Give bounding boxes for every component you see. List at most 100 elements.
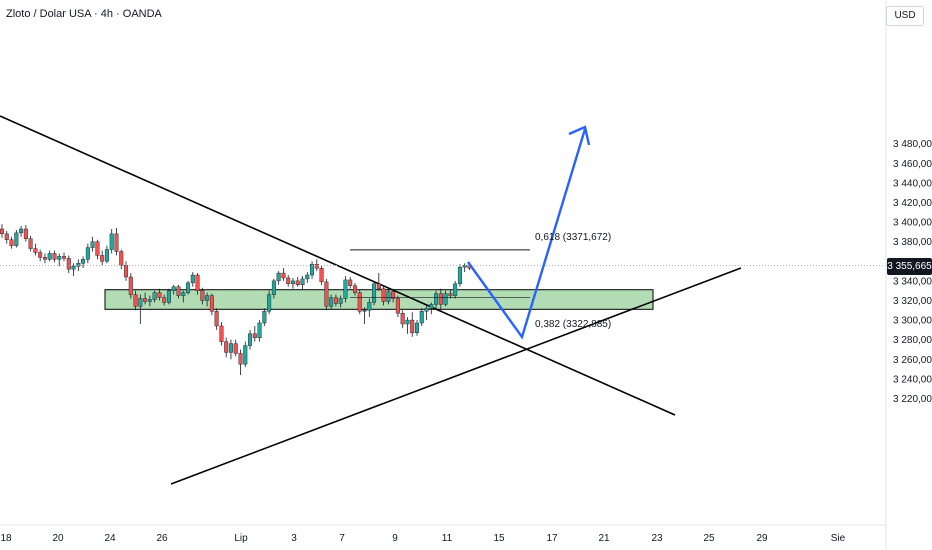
candle [0,224,4,238]
candle [453,280,458,299]
price-tick-label: 3 400,000 [893,218,932,229]
candle [448,289,453,299]
candle [33,243,38,256]
price-tick-label: 3 260,000 [893,355,932,366]
price-tick-label: 3 460,000 [893,159,932,170]
time-axis: 18 20 24 26 Lip 3 7 9 11 15 17 21 23 25 29 Sie [0,524,886,544]
candle [338,295,343,308]
candle [119,249,124,270]
candle [128,273,133,299]
candle [66,255,71,274]
price-tick-label: 3 340,000 [893,276,932,287]
projection-arrowhead [568,125,591,146]
fib-label-0382: 0,382 (3322,885) [535,319,612,330]
fib-label-0618: 0,618 (3371,672) [535,232,612,243]
chart-title: Zloto / Dolar USA · 4h · OANDA [6,8,162,20]
price-tick-label: 3 440,000 [893,178,932,189]
time-tick-label: 21 [598,533,610,544]
candle [314,259,319,272]
time-tick-label: Sie [831,533,846,544]
candle [329,294,334,310]
price-tick-label: 3 320,000 [893,296,932,307]
time-tick-label: 3 [291,533,297,544]
trendline-layer [0,115,742,485]
candle [405,317,410,334]
price-tick-label: 3 240,000 [893,374,932,385]
candle [219,322,224,346]
time-tick-label: Lip [234,533,248,544]
candle [243,341,248,368]
overlay-layer [0,125,886,340]
candle [171,284,176,295]
candle [166,288,171,305]
candle [95,239,100,260]
candle [310,261,315,279]
candle [257,320,262,342]
candle [9,236,14,249]
candle [410,312,415,337]
time-tick-label: 20 [52,533,64,544]
time-tick-label: 9 [392,533,398,544]
candle [462,263,467,273]
candle [267,290,272,315]
candle [81,256,86,269]
candle [286,275,291,287]
projection-path [467,128,587,340]
candle [214,308,219,330]
currency-button[interactable]: USD [886,6,924,26]
time-tick-label: 18 [0,533,12,544]
candle [381,286,386,306]
candle [352,282,357,296]
price-tick-label: 3 420,000 [893,198,932,209]
candle [367,298,372,318]
candle [424,305,429,321]
candle [391,288,396,303]
candle [252,325,257,342]
candle [357,289,362,315]
price-tick-label: 3 220,000 [893,394,932,405]
candle [186,280,191,295]
candle [457,264,462,287]
current-price-tag: 3 355,665 [887,258,932,275]
descending-trendline [0,115,676,416]
candles-layer [0,224,472,375]
candle [248,329,253,350]
candle [100,250,105,266]
candle [276,271,281,285]
candle [348,276,353,289]
candle [47,250,52,262]
candle [57,253,62,267]
candle [42,253,47,264]
candle [190,272,195,287]
candle [362,307,367,325]
time-tick-label: 17 [546,533,558,544]
candle [52,250,57,263]
candle [295,276,300,287]
candle [376,273,381,291]
candle [85,243,90,264]
candle [434,290,439,309]
candle [400,310,405,328]
candle [124,261,129,281]
candle [386,287,391,305]
candle [205,292,210,307]
time-tick-label: 11 [442,533,453,544]
candle [90,236,95,252]
candle [152,290,157,303]
time-tick-label: 29 [756,533,768,544]
candle [228,339,233,360]
candle [438,288,443,311]
candle [138,294,143,325]
candle [109,228,114,254]
price-tick-label: 3 280,000 [893,335,932,346]
candle [62,252,67,262]
candle [300,275,305,290]
candle [147,295,152,307]
price-tick-label: 3 380,000 [893,237,932,248]
candle [133,290,138,311]
candle [114,227,119,256]
ascending-trendline [170,267,742,485]
candle [414,320,419,336]
candle [181,290,186,303]
